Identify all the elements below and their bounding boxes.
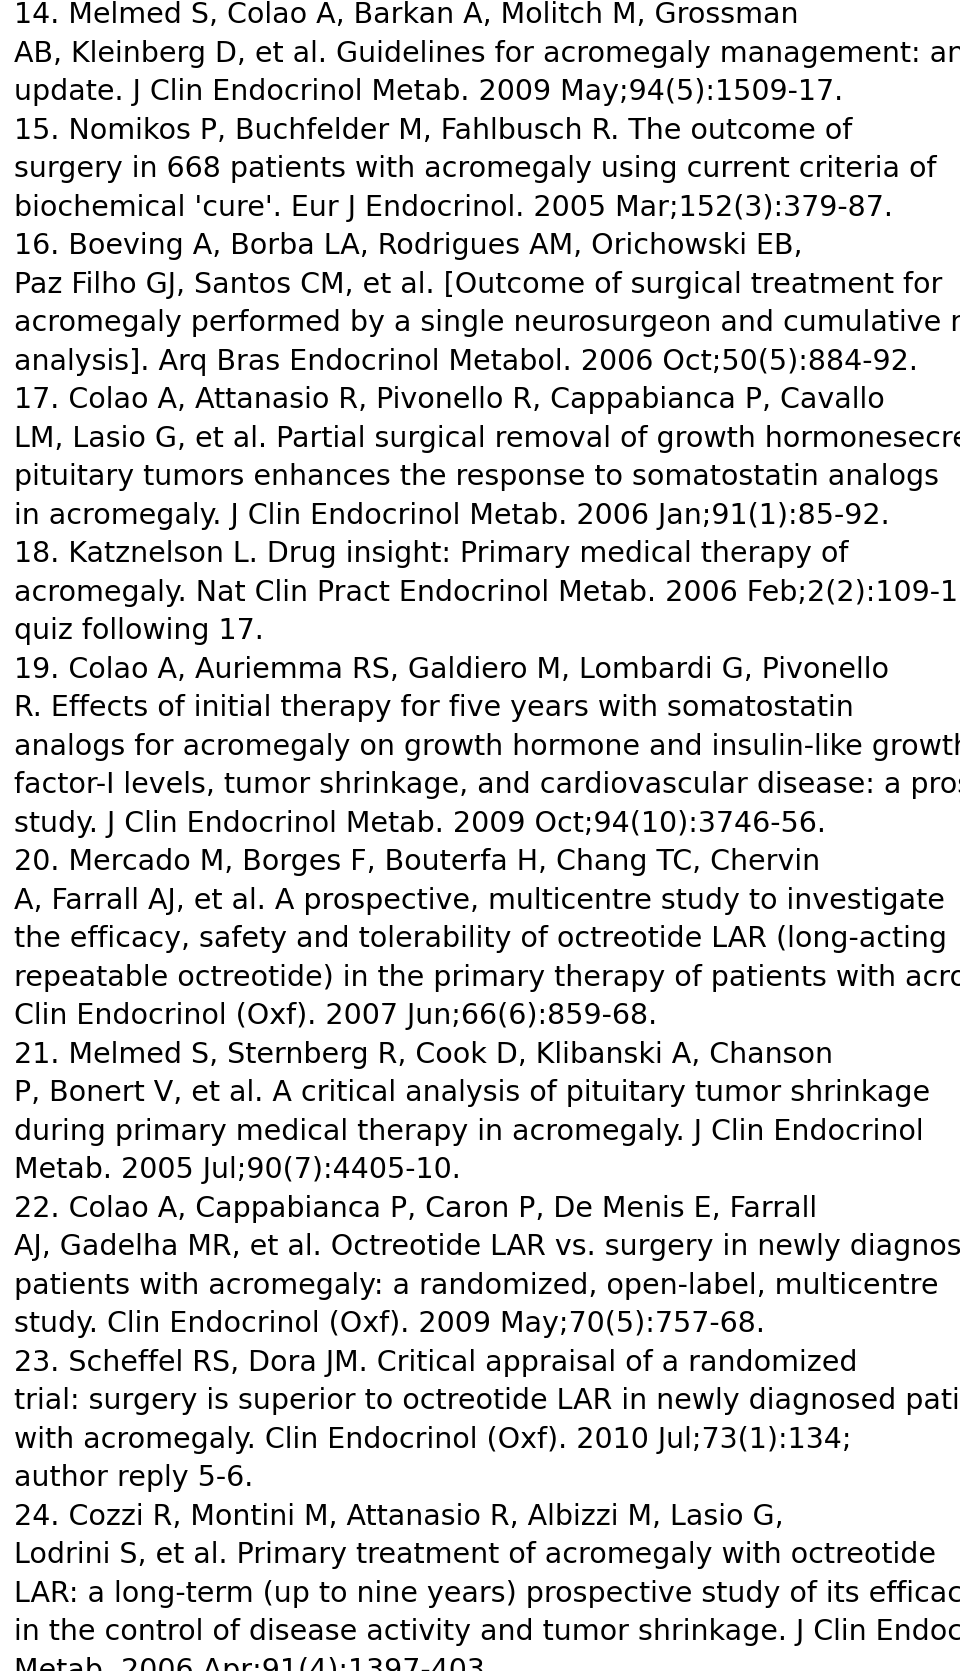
Text: 22. Colao A, Cappabianca P, Caron P, De Menis E, Farrall: 22. Colao A, Cappabianca P, Caron P, De … (14, 1195, 817, 1223)
Text: 24. Cozzi R, Montini M, Attanasio R, Albizzi M, Lasio G,: 24. Cozzi R, Montini M, Attanasio R, Alb… (14, 1502, 783, 1531)
Text: LM, Lasio G, et al. Partial surgical removal of growth hormonesecreting: LM, Lasio G, et al. Partial surgical rem… (14, 424, 960, 453)
Text: surgery in 668 patients with acromegaly using current criteria of: surgery in 668 patients with acromegaly … (14, 155, 937, 184)
Text: P, Bonert V, et al. A critical analysis of pituitary tumor shrinkage: P, Bonert V, et al. A critical analysis … (14, 1079, 930, 1108)
Text: the efficacy, safety and tolerability of octreotide LAR (long-acting: the efficacy, safety and tolerability of… (14, 926, 947, 954)
Text: Lodrini S, et al. Primary treatment of acromegaly with octreotide: Lodrini S, et al. Primary treatment of a… (14, 1541, 936, 1569)
Text: 20. Mercado M, Borges F, Bouterfa H, Chang TC, Chervin: 20. Mercado M, Borges F, Bouterfa H, Cha… (14, 849, 820, 876)
Text: A, Farrall AJ, et al. A prospective, multicentre study to investigate: A, Farrall AJ, et al. A prospective, mul… (14, 887, 945, 916)
Text: in the control of disease activity and tumor shrinkage. J Clin Endocrinol: in the control of disease activity and t… (14, 1619, 960, 1646)
Text: 23. Scheffel RS, Dora JM. Critical appraisal of a randomized: 23. Scheffel RS, Dora JM. Critical appra… (14, 1348, 857, 1377)
Text: R. Effects of initial therapy for five years with somatostatin: R. Effects of initial therapy for five y… (14, 695, 853, 722)
Text: trial: surgery is superior to octreotide LAR in newly diagnosed patients: trial: surgery is superior to octreotide… (14, 1387, 960, 1415)
Text: 19. Colao A, Auriemma RS, Galdiero M, Lombardi G, Pivonello: 19. Colao A, Auriemma RS, Galdiero M, Lo… (14, 657, 889, 683)
Text: study. J Clin Endocrinol Metab. 2009 Oct;94(10):3746-56.: study. J Clin Endocrinol Metab. 2009 Oct… (14, 810, 826, 837)
Text: pituitary tumors enhances the response to somatostatin analogs: pituitary tumors enhances the response t… (14, 463, 939, 491)
Text: Metab. 2005 Jul;90(7):4405-10.: Metab. 2005 Jul;90(7):4405-10. (14, 1156, 461, 1185)
Text: in acromegaly. J Clin Endocrinol Metab. 2006 Jan;91(1):85-92.: in acromegaly. J Clin Endocrinol Metab. … (14, 501, 890, 530)
Text: factor-I levels, tumor shrinkage, and cardiovascular disease: a prospective: factor-I levels, tumor shrinkage, and ca… (14, 772, 960, 799)
Text: patients with acromegaly: a randomized, open-label, multicentre: patients with acromegaly: a randomized, … (14, 1272, 939, 1300)
Text: 17. Colao A, Attanasio R, Pivonello R, Cappabianca P, Cavallo: 17. Colao A, Attanasio R, Pivonello R, C… (14, 386, 885, 414)
Text: analogs for acromegaly on growth hormone and insulin-like growth: analogs for acromegaly on growth hormone… (14, 734, 960, 760)
Text: author reply 5-6.: author reply 5-6. (14, 1464, 253, 1492)
Text: LAR: a long-term (up to nine years) prospective study of its efficacy: LAR: a long-term (up to nine years) pros… (14, 1579, 960, 1608)
Text: during primary medical therapy in acromegaly. J Clin Endocrinol: during primary medical therapy in acrome… (14, 1118, 924, 1146)
Text: update. J Clin Endocrinol Metab. 2009 May;94(5):1509-17.: update. J Clin Endocrinol Metab. 2009 Ma… (14, 79, 843, 107)
Text: 18. Katznelson L. Drug insight: Primary medical therapy of: 18. Katznelson L. Drug insight: Primary … (14, 540, 849, 568)
Text: with acromegaly. Clin Endocrinol (Oxf). 2010 Jul;73(1):134;: with acromegaly. Clin Endocrinol (Oxf). … (14, 1425, 852, 1454)
Text: acromegaly performed by a single neurosurgeon and cumulative meta-: acromegaly performed by a single neurosu… (14, 309, 960, 338)
Text: acromegaly. Nat Clin Pract Endocrinol Metab. 2006 Feb;2(2):109-17;: acromegaly. Nat Clin Pract Endocrinol Me… (14, 578, 960, 607)
Text: 16. Boeving A, Borba LA, Rodrigues AM, Orichowski EB,: 16. Boeving A, Borba LA, Rodrigues AM, O… (14, 232, 803, 261)
Text: 15. Nomikos P, Buchfelder M, Fahlbusch R. The outcome of: 15. Nomikos P, Buchfelder M, Fahlbusch R… (14, 117, 852, 145)
Text: AJ, Gadelha MR, et al. Octreotide LAR vs. surgery in newly diagnosed: AJ, Gadelha MR, et al. Octreotide LAR vs… (14, 1233, 960, 1262)
Text: repeatable octreotide) in the primary therapy of patients with acromegaly.: repeatable octreotide) in the primary th… (14, 964, 960, 993)
Text: Metab. 2006 Apr;91(4):1397-403.: Metab. 2006 Apr;91(4):1397-403. (14, 1658, 494, 1671)
Text: Paz Filho GJ, Santos CM, et al. [Outcome of surgical treatment for: Paz Filho GJ, Santos CM, et al. [Outcome… (14, 271, 943, 299)
Text: study. Clin Endocrinol (Oxf). 2009 May;70(5):757-68.: study. Clin Endocrinol (Oxf). 2009 May;7… (14, 1310, 765, 1338)
Text: Clin Endocrinol (Oxf). 2007 Jun;66(6):859-68.: Clin Endocrinol (Oxf). 2007 Jun;66(6):85… (14, 1003, 658, 1031)
Text: AB, Kleinberg D, et al. Guidelines for acromegaly management: an: AB, Kleinberg D, et al. Guidelines for a… (14, 40, 960, 69)
Text: biochemical 'cure'. Eur J Endocrinol. 2005 Mar;152(3):379-87.: biochemical 'cure'. Eur J Endocrinol. 20… (14, 194, 893, 222)
Text: quiz following 17.: quiz following 17. (14, 617, 264, 645)
Text: analysis]. Arq Bras Endocrinol Metabol. 2006 Oct;50(5):884-92.: analysis]. Arq Bras Endocrinol Metabol. … (14, 348, 918, 376)
Text: 21. Melmed S, Sternberg R, Cook D, Klibanski A, Chanson: 21. Melmed S, Sternberg R, Cook D, Kliba… (14, 1041, 833, 1069)
Text: 14. Melmed S, Colao A, Barkan A, Molitch M, Grossman: 14. Melmed S, Colao A, Barkan A, Molitch… (14, 2, 799, 30)
